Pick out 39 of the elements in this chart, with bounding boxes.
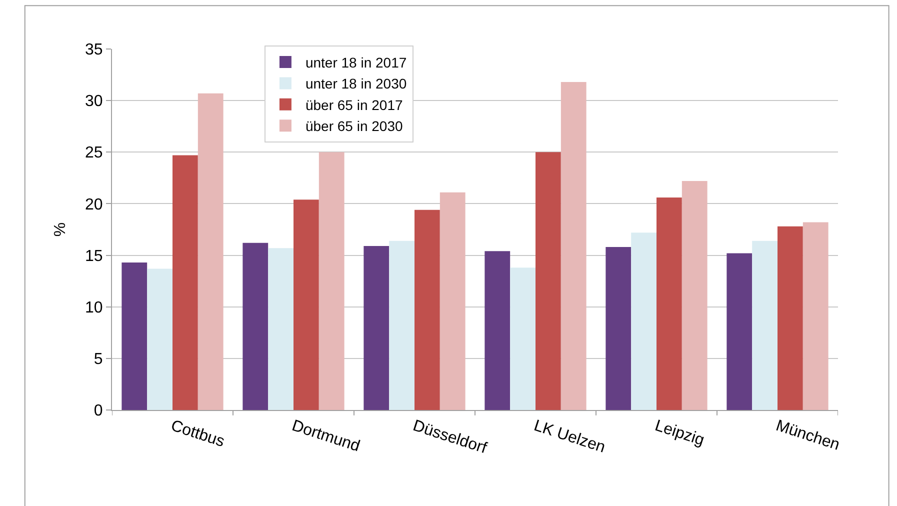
y-tick-label: 35 [85,42,103,59]
bar [440,192,466,410]
bar [364,246,390,410]
y-tick-label: 15 [85,248,103,265]
bar [536,152,561,410]
bar [268,248,294,410]
y-tick-label: 30 [85,93,103,110]
bar [294,200,319,410]
bar [656,198,682,410]
bar [198,93,224,410]
bar [560,82,586,410]
bar [752,240,778,410]
bar [414,210,440,410]
bar [172,155,198,410]
legend-label: über 65 in 2030 [305,118,403,134]
y-tick-label: 25 [85,144,103,162]
y-tick-label: 10 [85,299,103,316]
y-tick-label: 0 [94,402,103,420]
x-tick-label: LK Uelzen [532,417,608,456]
bar [318,152,344,410]
y-tick-label: 20 [85,196,103,214]
bar [389,240,414,410]
bar [778,226,803,410]
bar [510,268,536,410]
y-tick-label: 5 [94,351,103,368]
bar [802,222,828,410]
y-axis-title: % [52,222,69,237]
bar [242,242,268,410]
legend-label: unter 18 in 2017 [305,54,407,70]
bar [726,253,752,410]
legend-label: über 65 in 2017 [305,96,403,113]
bar [147,268,172,410]
x-tick-label: Cottbus [168,417,226,451]
bar [484,251,510,410]
bar [682,181,708,410]
legend-label: unter 18 in 2030 [305,76,407,92]
bar [631,232,656,410]
bar [122,262,148,410]
bar [606,247,632,410]
